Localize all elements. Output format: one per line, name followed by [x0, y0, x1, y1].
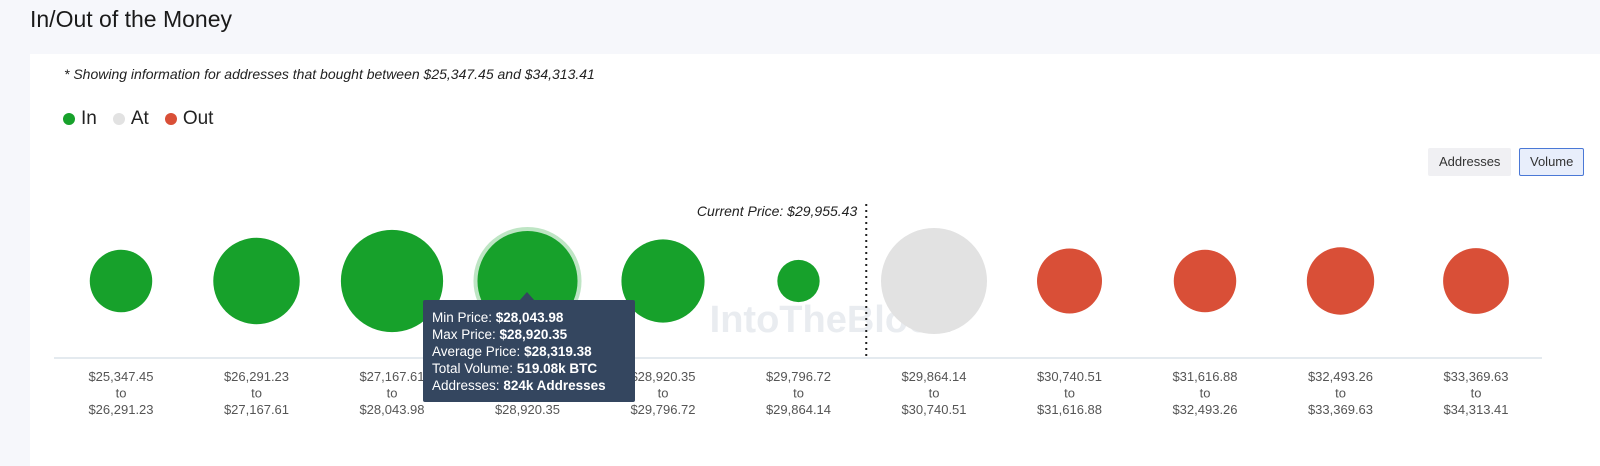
- tick-label-to-word: to: [658, 386, 669, 401]
- tick-label-to: $28,920.35: [495, 402, 560, 417]
- legend-label-at: At: [130, 108, 149, 129]
- legend-item-out[interactable]: Out: [164, 108, 214, 130]
- legend-dot-in-icon: [63, 113, 75, 125]
- bubble-tooltip: Min Price: $28,043.98 Max Price: $28,920…: [423, 300, 635, 402]
- volume-toggle-button[interactable]: Volume: [1519, 148, 1585, 176]
- tick-label-from: $28,920.35: [630, 369, 695, 384]
- legend-dot-at-icon: [112, 113, 125, 125]
- bubble-in: [89, 249, 153, 313]
- tick-label-to-word: to: [1064, 386, 1075, 401]
- tick-label-to: $29,796.72: [630, 402, 695, 417]
- tick-label-to-word: to: [793, 386, 804, 401]
- tick-label-to-word: to: [1200, 386, 1211, 401]
- tick-label-from: $25,347.45: [88, 369, 153, 384]
- page-title: In/Out of the Money: [30, 6, 233, 32]
- tick-label-from: $27,167.61: [359, 369, 424, 384]
- legend-item-in[interactable]: In: [63, 108, 97, 130]
- tooltip-min-price: Min Price: $28,043.98: [432, 310, 564, 325]
- tick-label-to: $26,291.23: [88, 402, 153, 417]
- tick-label-to: $34,313.41: [1443, 402, 1508, 417]
- addresses-toggle-button[interactable]: Addresses: [1428, 148, 1512, 176]
- bubble-in: [777, 259, 820, 303]
- bubble-out: [1306, 247, 1375, 315]
- tooltip-addresses: Addresses: 824k Addresses: [432, 378, 606, 393]
- tick-label-to: $28,043.98: [359, 402, 424, 417]
- legend: In At Out: [63, 108, 213, 130]
- tick-label-to-word: to: [116, 386, 127, 401]
- range-note: * Showing information for addresses that…: [64, 66, 595, 82]
- tooltip-arrow: [519, 292, 535, 301]
- legend-item-at[interactable]: At: [112, 108, 149, 130]
- tick-label-from: $33,369.63: [1443, 369, 1508, 384]
- tick-label-from: $29,864.14: [901, 369, 966, 384]
- tick-label-from: $29,796.72: [766, 369, 831, 384]
- tooltip-max-price: Max Price: $28,920.35: [432, 327, 568, 342]
- bubble-at: [881, 228, 987, 334]
- tick-label-to: $31,616.88: [1037, 402, 1102, 417]
- tick-label-to: $29,864.14: [766, 402, 831, 417]
- bubble-out: [1443, 248, 1509, 314]
- bubble-in: [621, 239, 705, 323]
- tick-label-from: $32,493.26: [1308, 369, 1373, 384]
- tick-label-to: $27,167.61: [224, 402, 289, 417]
- tick-label-from: $26,291.23: [224, 369, 289, 384]
- tooltip-total-volume: Total Volume: 519.08k BTC: [432, 361, 598, 376]
- current-price-label: Current Price: $29,955.43: [697, 203, 858, 219]
- legend-label-out: Out: [182, 108, 214, 129]
- tick-label-to: $32,493.26: [1172, 402, 1237, 417]
- tick-label-to-word: to: [251, 386, 262, 401]
- tick-label-to-word: to: [387, 386, 398, 401]
- bubble-out: [1037, 248, 1102, 314]
- legend-dot-out-icon: [164, 113, 177, 125]
- bubble-in: [213, 237, 300, 325]
- tick-label-to-word: to: [1471, 386, 1482, 401]
- tooltip-average-price: Average Price: $28,319.38: [432, 344, 592, 359]
- tick-label-to-word: to: [929, 386, 940, 401]
- tick-label-to: $33,369.63: [1308, 402, 1373, 417]
- tick-label-from: $31,616.88: [1172, 369, 1237, 384]
- tick-label-from: $30,740.51: [1037, 369, 1102, 384]
- bubble-in: [340, 229, 444, 333]
- tick-label-to-word: to: [1335, 386, 1346, 401]
- legend-label-in: In: [81, 108, 97, 129]
- chart-panel: * Showing information for addresses that…: [30, 54, 1600, 466]
- tick-label-to: $30,740.51: [901, 402, 966, 417]
- bubble-out: [1173, 249, 1237, 313]
